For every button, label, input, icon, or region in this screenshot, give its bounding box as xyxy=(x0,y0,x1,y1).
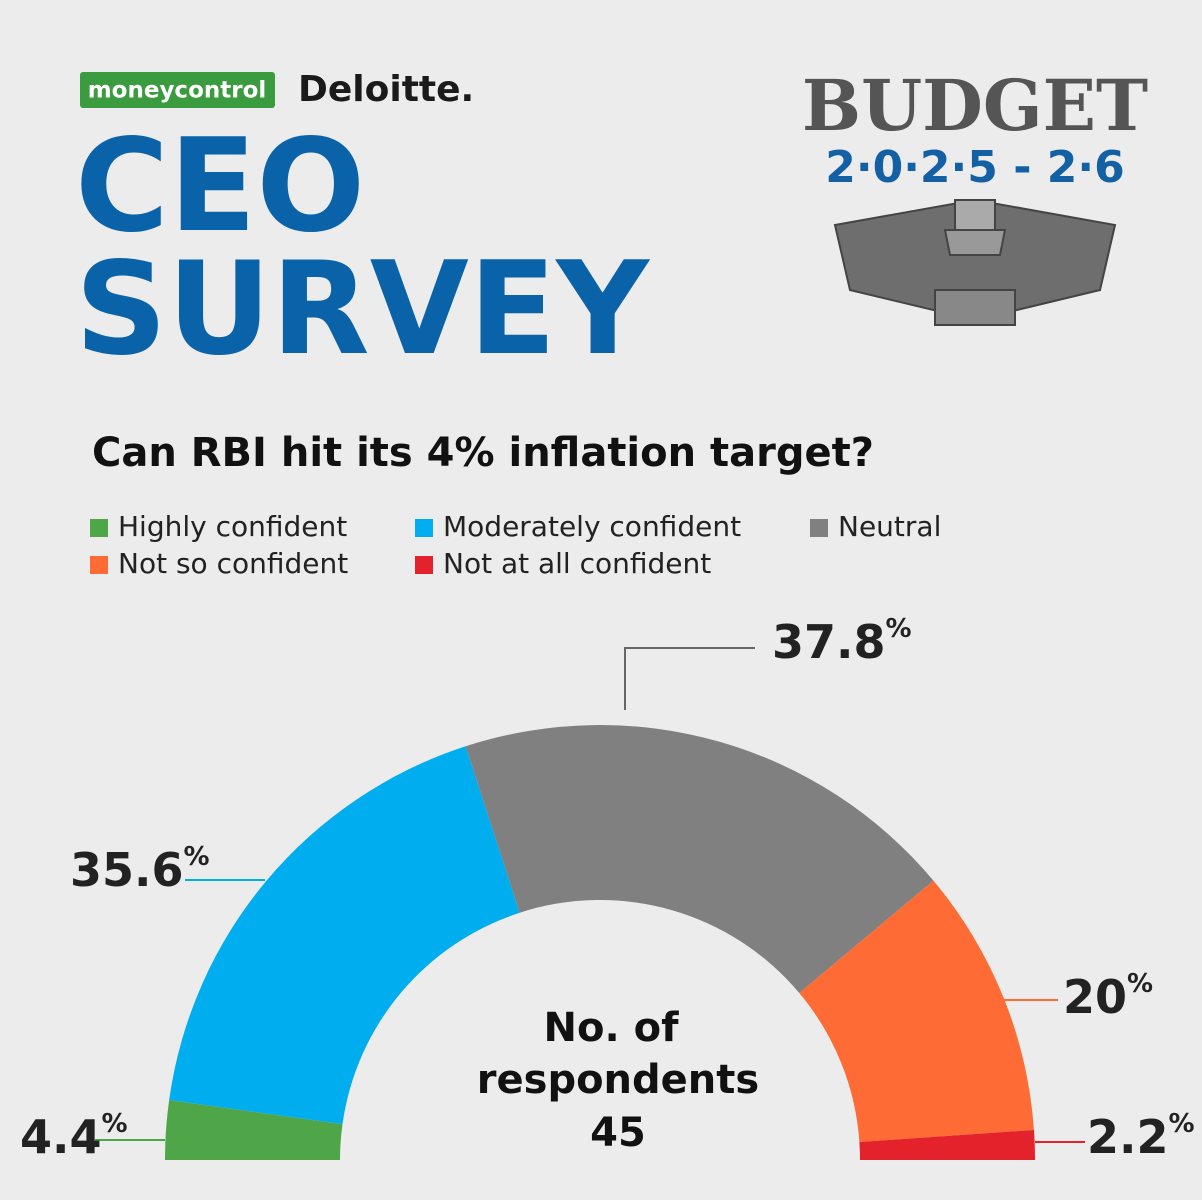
legend-label: Moderately confident xyxy=(443,510,741,543)
title-line-1: CEO xyxy=(75,112,365,261)
legend-swatch xyxy=(90,556,108,574)
value-label: 20% xyxy=(1063,969,1153,1024)
legend-label: Not so confident xyxy=(118,547,348,580)
legend-swatch xyxy=(810,519,828,537)
legend-swatch xyxy=(415,519,433,537)
slice xyxy=(859,1129,1035,1160)
slice xyxy=(165,1100,343,1160)
slice xyxy=(465,725,934,994)
slice xyxy=(169,746,520,1125)
center-label: No. of respondents xyxy=(477,1005,759,1103)
slice xyxy=(799,880,1034,1143)
value-label-unit: % xyxy=(1169,1109,1195,1139)
legend-swatch xyxy=(90,519,108,537)
value-label-number: 2.2 xyxy=(1087,1110,1169,1164)
title-line-2: SURVEY xyxy=(75,235,650,384)
value-label: 2.2% xyxy=(1087,1109,1195,1164)
legend-label: Neutral xyxy=(838,510,941,543)
brand-2: Deloitte. xyxy=(298,69,474,110)
value-label-unit: % xyxy=(184,842,210,872)
value-label-number: 20 xyxy=(1063,970,1127,1024)
value-label-unit: % xyxy=(102,1109,128,1139)
value-label: 4.4% xyxy=(20,1109,128,1164)
value-label-number: 35.6 xyxy=(70,843,184,897)
brand-1: moneycontrol xyxy=(88,78,267,104)
value-label-number: 4.4 xyxy=(20,1110,102,1164)
value-label-unit: % xyxy=(1127,969,1153,999)
leader-line xyxy=(624,647,755,710)
value-label: 35.6% xyxy=(70,842,210,897)
value-label-number: 37.8 xyxy=(772,615,886,669)
respondents: 45 xyxy=(590,1110,646,1156)
value-label-unit: % xyxy=(886,614,912,644)
badge-years: 2·0·2·5 - 2·6 xyxy=(825,142,1124,193)
legend-swatch xyxy=(415,556,433,574)
chart-title: Can RBI hit its 4% inflation target? xyxy=(92,430,874,476)
legend-label: Highly confident xyxy=(118,510,347,543)
brand-1-box xyxy=(80,72,275,108)
value-label: 37.8% xyxy=(772,614,912,669)
building-icon xyxy=(833,198,1117,326)
badge-title: BUDGET xyxy=(802,64,1148,147)
legend-label: Not at all confident xyxy=(443,547,711,580)
